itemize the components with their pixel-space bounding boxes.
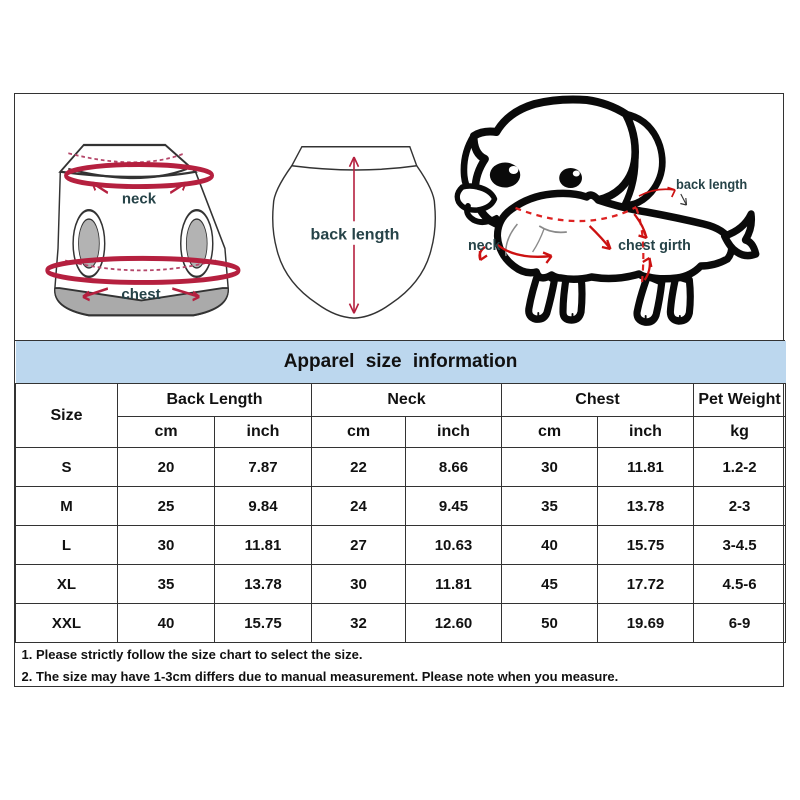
svg-text:neck: neck (468, 238, 501, 254)
svg-text:chest girth: chest girth (618, 238, 691, 254)
svg-text:back length: back length (676, 177, 747, 192)
svg-text:back length: back length (311, 227, 400, 244)
svg-text:neck: neck (122, 191, 157, 208)
svg-text:chest: chest (121, 286, 160, 303)
